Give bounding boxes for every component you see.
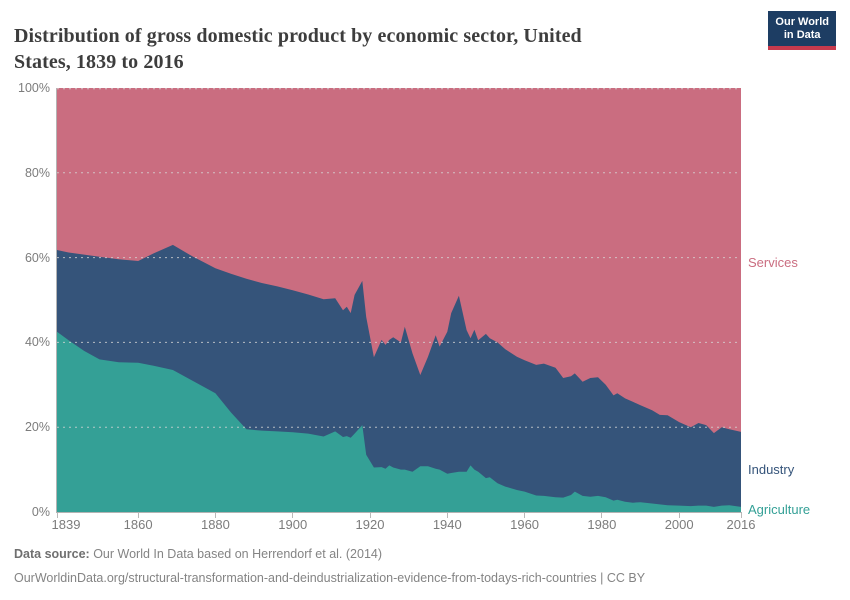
- footer-source: Data source: Our World In Data based on …: [14, 546, 382, 562]
- y-tick-label-0: 0%: [31, 505, 50, 519]
- x-axis-line: [56, 512, 742, 513]
- series-label-services: Services: [748, 255, 798, 270]
- footer-source-text: Our World In Data based on Herrendorf et…: [89, 547, 383, 561]
- x-tick-1880: [214, 513, 216, 518]
- area-agriculture[interactable]: [57, 331, 741, 512]
- x-tick-label-1940: 1940: [432, 517, 462, 532]
- y-tick-label-80: 80%: [24, 165, 50, 180]
- x-tick-label-1860: 1860: [123, 517, 153, 532]
- owid-logo[interactable]: Our World in Data: [768, 11, 836, 50]
- x-tick-1920: [369, 513, 371, 518]
- y-tick-label-100: 100%: [18, 81, 50, 95]
- page-title-line1: Distribution of gross domestic product b…: [14, 25, 582, 48]
- series-label-agriculture: Agriculture: [748, 502, 811, 517]
- x-tick-label-1960: 1960: [510, 517, 540, 532]
- y-tick-label-40: 40%: [24, 335, 50, 350]
- x-tick-1960: [524, 513, 526, 518]
- x-tick-label-1980: 1980: [587, 517, 617, 532]
- y-tick-label-20: 20%: [24, 420, 50, 435]
- x-tick-1839: [56, 513, 58, 518]
- y-axis-line: [56, 88, 57, 513]
- chart-areas[interactable]: [57, 88, 741, 512]
- x-tick-label-2016: 2016: [726, 517, 756, 532]
- page-title: Distribution of gross domestic product b…: [14, 23, 734, 75]
- x-tick-label-1920: 1920: [355, 517, 385, 532]
- x-tick-2016: [740, 513, 742, 518]
- x-tick-label-2000: 2000: [664, 517, 694, 532]
- page-title-line2: States, 1839 to 2016: [14, 51, 184, 74]
- y-tick-label-60: 60%: [24, 250, 50, 265]
- series-label-industry: Industry: [748, 462, 795, 477]
- x-tick-label-1839: 1839: [51, 517, 81, 532]
- x-tick-label-1880: 1880: [200, 517, 230, 532]
- footer-url: OurWorldinData.org/structural-transforma…: [14, 571, 646, 585]
- x-tick-2000: [678, 513, 680, 518]
- x-tick-1940: [446, 513, 448, 518]
- owid-logo-line1: Our World: [775, 16, 829, 28]
- x-tick-1980: [601, 513, 603, 518]
- x-tick-1900: [292, 513, 294, 518]
- owid-logo-line2: in Data: [783, 29, 821, 41]
- x-tick-label-1900: 1900: [278, 517, 308, 532]
- footer-source-label: Data source:: [14, 547, 90, 561]
- x-tick-1860: [137, 513, 139, 518]
